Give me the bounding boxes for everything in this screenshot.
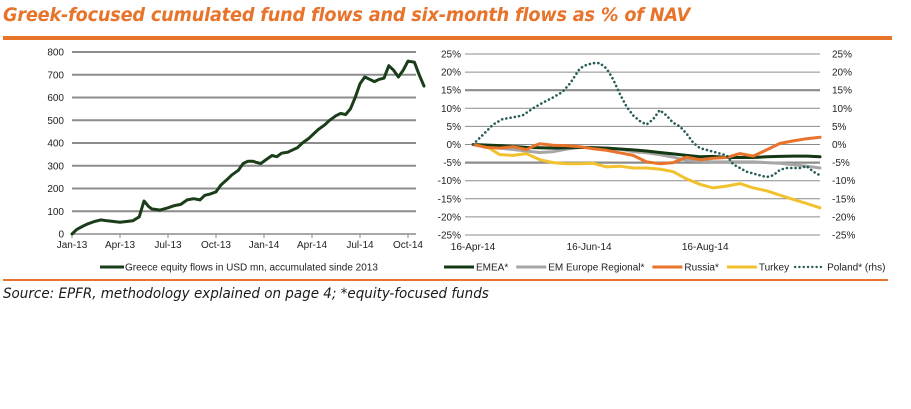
right-chart-six-month-flows: 25% 20% 15% 10% 5% 0% -5% -10% -15% -20% -25% 25% 20… (438, 50, 886, 274)
y-tick-label: 800 (47, 48, 64, 59)
y-tick-label-left: 25% (441, 50, 461, 61)
y-tick-label-right: 10% (832, 104, 852, 115)
legend-label-russia: Russia* (684, 263, 719, 274)
series-line-russia (471, 135, 822, 166)
x-tick-label: Jan-13 (57, 240, 88, 251)
title-underline (3, 36, 892, 40)
x-tick-label: Apr-13 (105, 240, 135, 251)
y-tick-label-left: 5% (447, 122, 462, 133)
y-tick-label-right: 25% (832, 50, 852, 61)
x-tick-label: 16-Apr-14 (451, 242, 496, 253)
footer-rule-left (3, 279, 458, 281)
y-tick-label-left: -10% (438, 176, 461, 187)
left-chart-greece-flows: 0 100 200 300 400 500 600 700 800 Jan-13 Apr-13 Jul… (47, 48, 426, 274)
y-tick-label: 700 (47, 70, 64, 81)
x-tick-label: Jul-14 (346, 240, 374, 251)
y-tick-label-right: -5% (832, 158, 850, 169)
y-tick-label-left: 15% (441, 86, 461, 97)
y-tick-label-left: -15% (438, 194, 461, 205)
y-tick-label-right: 0% (832, 140, 847, 151)
chart-title: Greek-focused cumulated fund flows and s… (3, 4, 691, 26)
y-tick-label-left: -25% (438, 231, 461, 242)
series-line-turkey (471, 143, 822, 210)
legend-label-turkey: Turkey (759, 263, 789, 274)
y-tick-label: 200 (47, 184, 64, 195)
y-tick-label-right: -10% (832, 176, 855, 187)
series-line-greece (70, 59, 426, 236)
y-tick-label-left: 20% (441, 68, 461, 79)
x-tick-label: Jan-14 (249, 240, 280, 251)
y-tick-label: 400 (47, 139, 64, 150)
y-tick-label-left: -20% (438, 212, 461, 223)
x-tick-label: 16-Jun-14 (567, 242, 612, 253)
y-tick-label: 0 (58, 230, 64, 241)
y-tick-label-left: -5% (443, 158, 461, 169)
legend-label-emea: EMEA* (476, 263, 508, 274)
series-line-em-europe-regional (471, 143, 822, 170)
y-tick-label: 600 (47, 93, 64, 104)
y-tick-label-right: -25% (832, 231, 855, 242)
y-tick-label-left: 0% (447, 140, 462, 151)
x-tick-label: Jul-13 (154, 240, 182, 251)
y-tick-label-right: 20% (832, 68, 852, 79)
x-tick-label: Oct-13 (201, 240, 231, 251)
legend-label-poland-rhs: Poland* (rhs) (827, 263, 885, 274)
y-tick-label-right: -15% (832, 194, 855, 205)
y-tick-label: 500 (47, 116, 64, 127)
y-tick-label-right: 5% (832, 122, 847, 133)
source-note: Source: EPFR, methodology explained on p… (3, 286, 489, 302)
footer-rule-right (458, 279, 888, 281)
legend-label-em-europe-regional: EM Europe Regional* (548, 263, 644, 274)
y-tick-label-left: 10% (441, 104, 461, 115)
series-line-poland-rhs (471, 61, 822, 179)
y-tick-label: 300 (47, 161, 64, 172)
x-tick-label: Apr-14 (297, 240, 327, 251)
x-tick-label: Oct-14 (393, 240, 423, 251)
x-tick-label: 16-Aug-14 (682, 242, 729, 253)
y-tick-label-right: 15% (832, 86, 852, 97)
y-tick-label-right: -20% (832, 212, 855, 223)
legend-label-greece: Greece equity flows in USD mn, accumulat… (125, 263, 378, 274)
series-line-emea (471, 143, 822, 159)
y-tick-label: 100 (47, 207, 64, 218)
